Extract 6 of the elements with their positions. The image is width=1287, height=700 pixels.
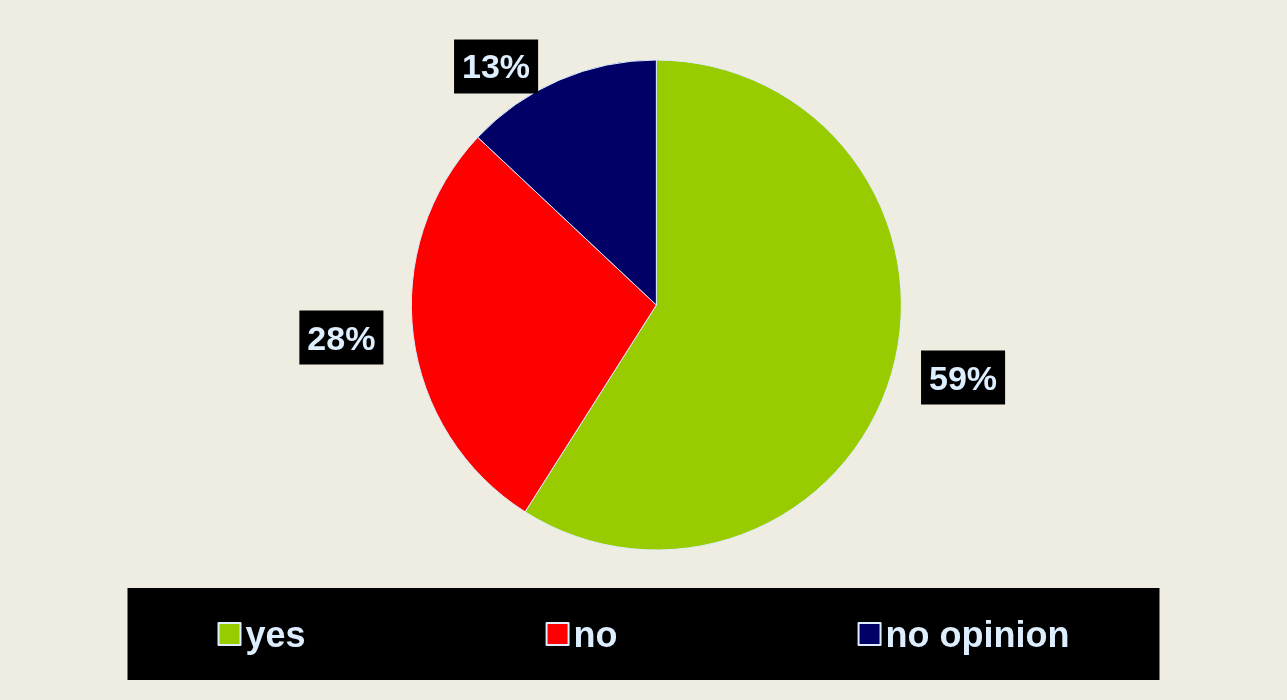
data-label: 13% — [462, 47, 531, 86]
legend-label: yes — [245, 613, 306, 655]
legend-label: no — [573, 613, 618, 655]
legend-label: no opinion — [885, 613, 1070, 655]
data-label: 28% — [307, 318, 376, 357]
data-label: 59% — [929, 358, 998, 397]
